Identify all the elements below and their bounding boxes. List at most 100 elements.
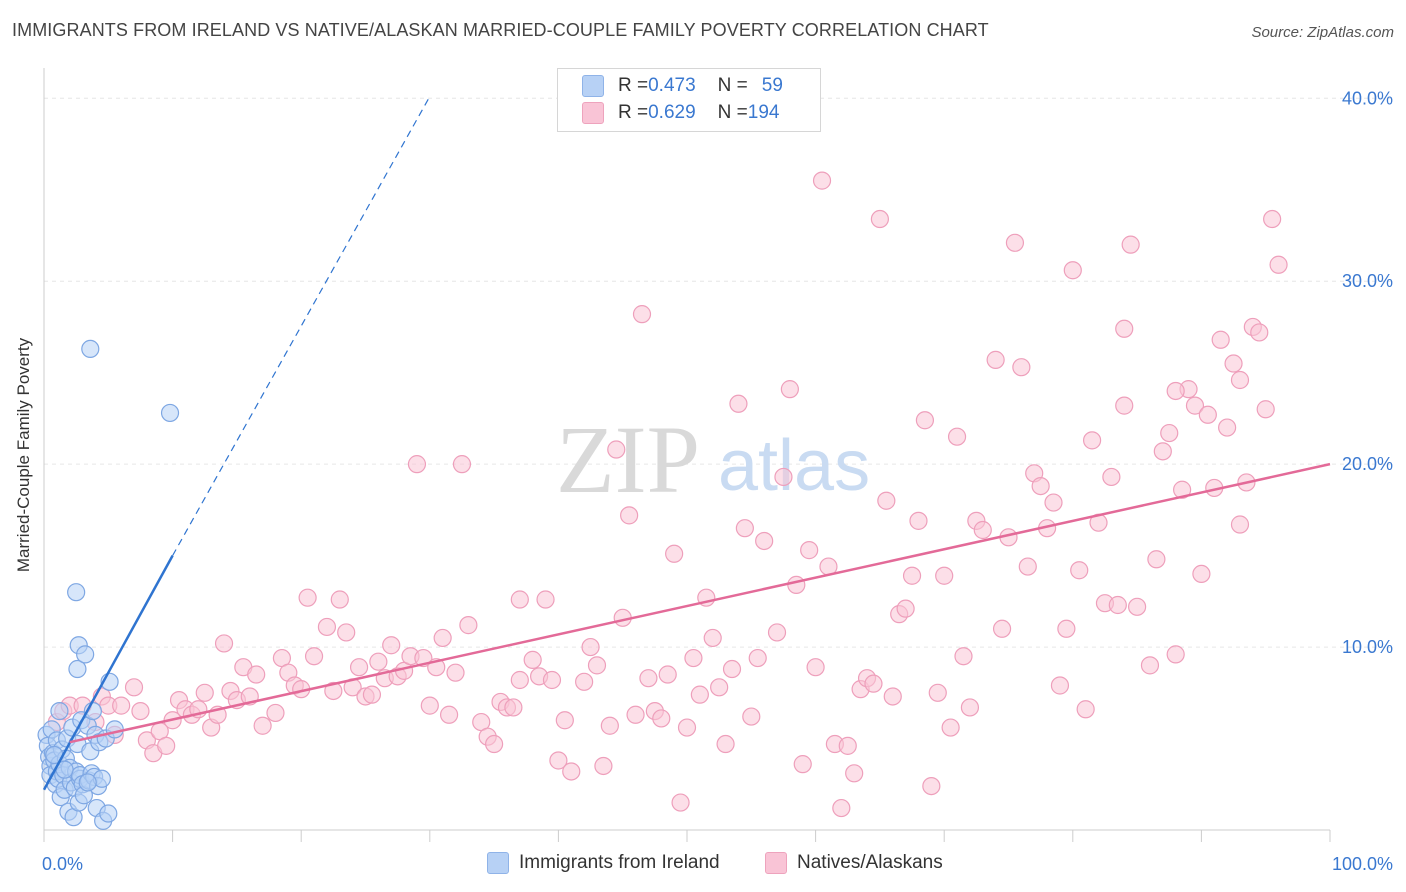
natives-point [954, 647, 973, 666]
natives-point [555, 711, 574, 730]
natives-trend-line [69, 462, 1331, 744]
natives-point [1140, 656, 1160, 675]
watermark-zip: ZIP [556, 406, 700, 513]
natives-point [504, 698, 523, 717]
natives-point [382, 636, 401, 655]
natives-point [620, 506, 639, 525]
natives-point [671, 793, 690, 812]
legend-swatch-blue [582, 75, 604, 97]
natives-point [973, 520, 992, 540]
natives-point [626, 705, 645, 724]
natives-point [407, 455, 427, 474]
legend-swatch-pink [582, 102, 604, 124]
natives-point [298, 588, 317, 607]
ireland-point [67, 583, 86, 602]
natives-point [922, 776, 941, 796]
ireland-point [50, 701, 69, 721]
natives-point [523, 650, 542, 669]
ireland-point [81, 339, 100, 359]
ireland-point [76, 645, 95, 664]
natives-point [1115, 396, 1134, 415]
natives-point [986, 350, 1005, 369]
natives-point [536, 590, 555, 609]
natives-point [780, 380, 799, 399]
natives-point [677, 718, 697, 737]
natives-point [600, 716, 619, 735]
natives-point [748, 648, 767, 668]
natives-point [864, 674, 883, 693]
legend-row-ireland: R = 0.473 N = 59 [582, 74, 783, 98]
natives-point [935, 566, 954, 585]
legend-item-natives[interactable]: Natives/Alaskans [765, 852, 943, 874]
natives-point [1127, 597, 1147, 616]
natives-point [812, 171, 832, 190]
natives-point [324, 681, 343, 701]
natives-point [902, 566, 922, 585]
series-immigrants-ireland [37, 339, 180, 830]
natives-point [1218, 418, 1237, 437]
natives-point [581, 637, 600, 657]
trend-lines [42, 96, 1331, 791]
natives-point [1121, 235, 1140, 254]
natives-point [1082, 431, 1102, 450]
legend-label-natives: Natives/Alaskans [797, 852, 943, 873]
natives-point [915, 411, 935, 430]
legend-label-ireland: Immigrants from Ireland [519, 852, 720, 873]
natives-point [433, 628, 452, 648]
natives-point [1192, 564, 1211, 584]
natives-point [845, 764, 864, 783]
natives-point [1147, 550, 1166, 569]
natives-point [253, 716, 272, 735]
natives-point [1057, 619, 1076, 638]
legend-n-label: N = [717, 75, 748, 96]
natives-point [1224, 354, 1243, 373]
natives-point [112, 696, 131, 715]
natives-point [562, 762, 581, 781]
natives-point [877, 491, 896, 510]
natives-point [1230, 515, 1250, 534]
bottom-legend: Immigrants from Ireland Natives/Alaskans [0, 852, 1406, 878]
natives-point [1063, 261, 1082, 280]
natives-point [549, 751, 568, 770]
natives-point [832, 798, 851, 818]
legend-item-ireland[interactable]: Immigrants from Ireland [487, 852, 720, 874]
natives-point [214, 634, 234, 653]
natives-point [883, 687, 902, 706]
natives-point [767, 623, 787, 642]
natives-point [349, 658, 369, 677]
axes [43, 68, 1331, 842]
natives-point [542, 670, 562, 690]
natives-point [1031, 476, 1050, 496]
ireland-point [68, 659, 87, 679]
natives-point [266, 703, 285, 723]
natives-point [729, 394, 748, 413]
legend-box: R = 0.473 N = 59 R = 0.629 N = 194 [557, 68, 821, 132]
natives-point [1166, 381, 1185, 401]
legend-swatch-pink [765, 852, 787, 874]
natives-point [1005, 233, 1025, 252]
natives-point [992, 619, 1012, 638]
natives-point [1269, 255, 1288, 274]
natives-point [722, 659, 742, 679]
legend-r-value: 0.473 [648, 75, 696, 96]
y-tick-label: 30.0% [1342, 271, 1393, 291]
natives-point [716, 734, 735, 754]
natives-point [1012, 358, 1031, 377]
natives-point [1173, 480, 1192, 499]
natives-point [1070, 561, 1089, 580]
legend-row-natives: R = 0.629 N = 194 [582, 101, 779, 125]
natives-point [1076, 700, 1095, 719]
natives-point [452, 455, 472, 474]
y-tick-label: 10.0% [1342, 637, 1393, 657]
natives-point [710, 678, 729, 697]
natives-point [665, 544, 684, 563]
natives-point [960, 698, 980, 717]
natives-point [446, 663, 465, 682]
natives-point [941, 718, 960, 737]
natives-point [1108, 595, 1127, 615]
natives-point [735, 519, 754, 538]
natives-point [742, 707, 761, 726]
y-tick-label: 40.0% [1342, 88, 1393, 108]
natives-point [1050, 676, 1070, 695]
